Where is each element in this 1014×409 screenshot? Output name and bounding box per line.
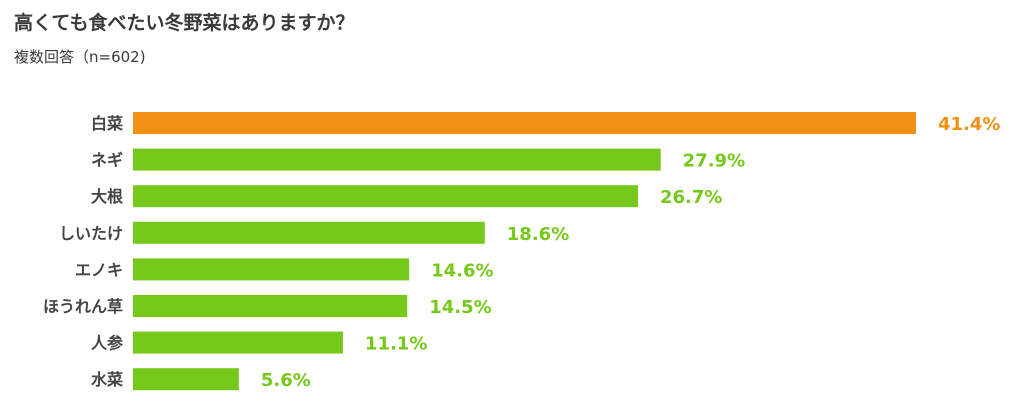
value-label: 26.7% — [660, 187, 722, 208]
category-label: しいたけ — [59, 224, 123, 243]
bar — [133, 221, 485, 244]
bar — [133, 295, 408, 317]
value-label: 14.5% — [429, 297, 491, 318]
category-label: ほうれん草 — [43, 297, 123, 316]
bar — [133, 331, 343, 354]
chart-subtitle: 複数回答（n=602) — [14, 48, 146, 66]
value-label: 41.4% — [938, 114, 1000, 135]
value-label: 18.6% — [507, 224, 569, 245]
category-label: ネギ — [91, 151, 123, 170]
category-label: 人参 — [91, 334, 124, 353]
chart-title: 高くても食べたい冬野菜はありますか？ — [14, 12, 355, 34]
value-label: 27.9% — [683, 151, 745, 172]
category-label: 大根 — [91, 187, 123, 206]
value-label: 14.6% — [431, 260, 493, 281]
category-label: エノキ — [75, 260, 123, 279]
category-label: 白菜 — [91, 114, 123, 133]
bar — [133, 148, 661, 171]
bar — [133, 185, 638, 208]
category-label: 水菜 — [91, 370, 123, 389]
bar — [133, 368, 239, 391]
bar — [133, 258, 410, 281]
value-label: 11.1% — [365, 334, 427, 355]
bar — [133, 112, 916, 134]
value-label: 5.6% — [261, 370, 311, 391]
